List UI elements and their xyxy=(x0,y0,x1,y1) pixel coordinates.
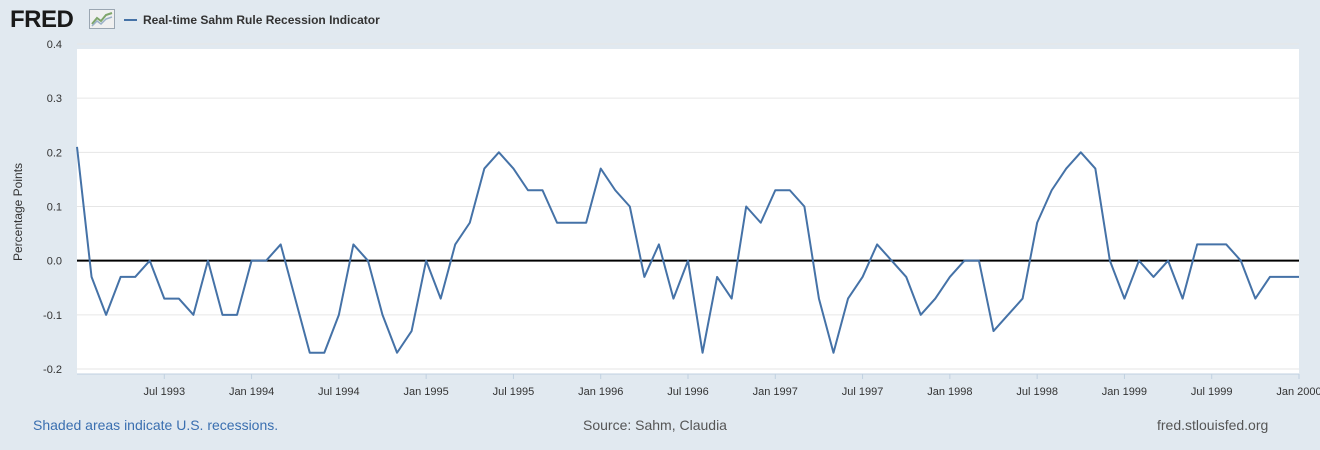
plot-area[interactable] xyxy=(77,49,1299,374)
series-line[interactable] xyxy=(76,146,1299,354)
y-tick-label: 0.2 xyxy=(47,147,62,159)
x-tick-label: Jan 2000 xyxy=(1276,386,1320,398)
source-text: Source: Sahm, Claudia xyxy=(583,417,727,433)
x-tick-label: Jan 1995 xyxy=(404,386,449,398)
x-tick-label: Jan 1998 xyxy=(927,386,972,398)
x-tick-label: Jul 1994 xyxy=(318,386,360,398)
fred-logo[interactable]: FRED xyxy=(10,6,74,33)
x-tick-label: Jul 1998 xyxy=(1016,386,1058,398)
legend-swatch xyxy=(124,19,137,21)
y-tick-label: -0.1 xyxy=(43,310,62,322)
y-tick-label: -0.2 xyxy=(43,364,62,376)
x-tick-label: Jan 1994 xyxy=(229,386,274,398)
y-tick-label: 0.4 xyxy=(47,39,62,51)
y-tick-label: 0.3 xyxy=(47,93,62,105)
series-layer xyxy=(76,146,1299,354)
line-chart: 0.4 0.3 0.2 0.1 0.0 -0.1 -0.2 Jul 1993 Jan 1994… xyxy=(11,39,1320,398)
line-chart-icon xyxy=(89,9,115,29)
legend-label: Real-time Sahm Rule Recession Indicator xyxy=(143,13,380,27)
y-tick-label: 0.1 xyxy=(47,202,62,214)
recessions-note-link[interactable]: Shaded areas indicate U.S. recessions. xyxy=(33,417,279,433)
x-tick-label: Jan 1999 xyxy=(1102,386,1147,398)
x-tick-label: Jan 1996 xyxy=(578,386,623,398)
chart-header: FRED Real-time Sahm Rule Recession Indic… xyxy=(0,0,1320,40)
site-link[interactable]: fred.stlouisfed.org xyxy=(1157,417,1269,433)
x-tick-label: Jul 1997 xyxy=(842,386,884,398)
x-tick-label: Jul 1993 xyxy=(143,386,185,398)
y-axis: 0.4 0.3 0.2 0.1 0.0 -0.1 -0.2 xyxy=(43,39,62,376)
x-tick-label: Jan 1997 xyxy=(753,386,798,398)
grid-lines xyxy=(77,43,1299,370)
y-axis-title: Percentage Points xyxy=(11,163,25,261)
x-tick-label: Jul 1995 xyxy=(493,386,535,398)
x-axis: Jul 1993 Jan 1994 Jul 1994 Jan 1995 Jul 1995… xyxy=(77,373,1320,398)
x-tick-label: Jul 1999 xyxy=(1191,386,1233,398)
y-tick-label: 0.0 xyxy=(47,256,62,268)
x-tick-label: Jul 1996 xyxy=(667,386,709,398)
chart-legend[interactable]: Real-time Sahm Rule Recession Indicator xyxy=(124,12,380,28)
